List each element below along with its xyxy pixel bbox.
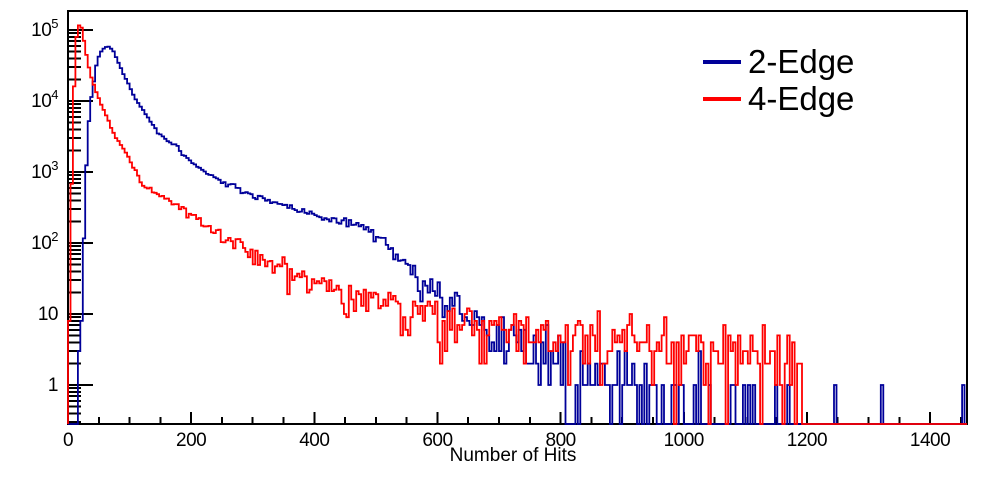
y-tick-label: 10: [38, 304, 58, 325]
axis-labels-layer: 0 200 400 600 800 1000 1200 1400 1 10 102 103 104 105: [31, 16, 951, 451]
legend: 2-Edge 4-Edge: [703, 43, 854, 117]
legend-label-4-edge: 4-Edge: [748, 80, 854, 117]
series-4-edge-line: [67, 24, 967, 425]
legend-label-2-edge: 2-Edge: [748, 43, 854, 80]
y-tick-label: 102: [31, 229, 58, 254]
y-tick-label: 105: [31, 16, 58, 41]
x-tick-label: 600: [422, 430, 452, 451]
x-tick-label: 1200: [787, 430, 827, 451]
x-tick-label: 0: [63, 430, 73, 451]
x-tick-label: 200: [176, 430, 206, 451]
y-tick-label: 104: [31, 87, 58, 112]
x-tick-label: 800: [546, 430, 576, 451]
x-tick-label: 400: [299, 430, 329, 451]
x-axis-title: Number of Hits: [450, 445, 577, 466]
x-tick-label: 1400: [910, 430, 950, 451]
series-2-edge-line: [68, 45, 967, 425]
plot-frame: [67, 10, 968, 425]
series-layer: [67, 24, 967, 425]
y-tick-label: 103: [31, 158, 58, 183]
x-tick-label: 1000: [664, 430, 704, 451]
y-tick-label: 1: [48, 375, 58, 396]
